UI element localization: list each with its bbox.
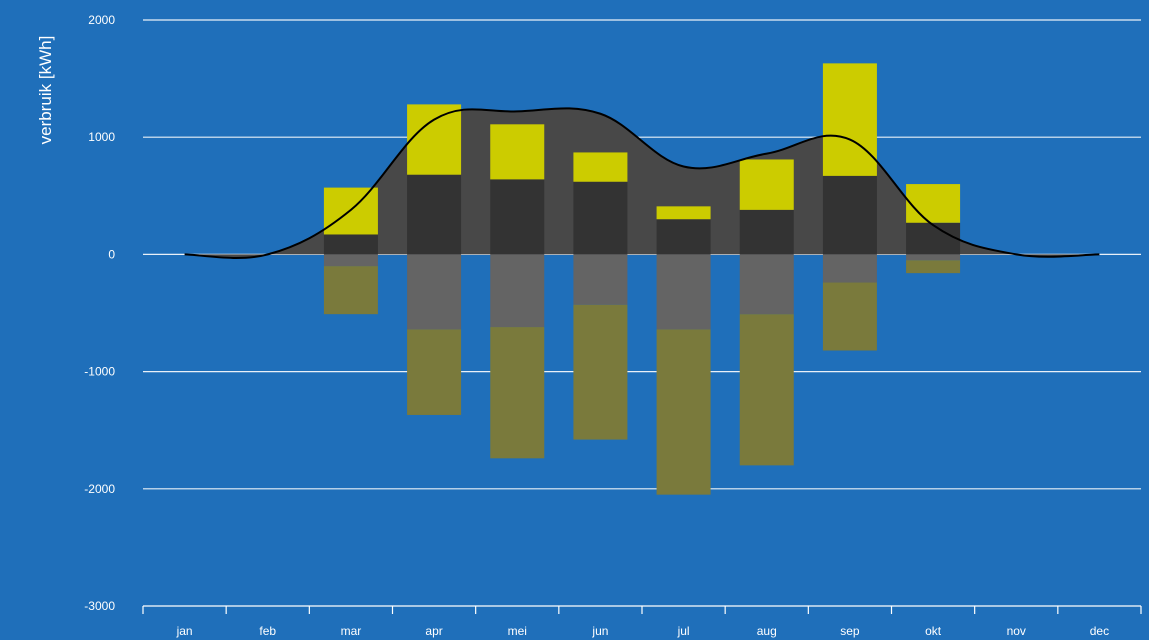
bar-dark-okt <box>906 222 961 255</box>
bar-grey-jul <box>656 254 711 330</box>
bars <box>323 63 961 495</box>
x-tick-label-dec: dec <box>1090 624 1109 638</box>
bar-yellow-okt <box>906 184 961 223</box>
bar-yellow-jul <box>656 206 711 220</box>
bar-grey-mar <box>323 254 378 267</box>
bar-olive-mar <box>323 266 378 315</box>
bar-olive-jul <box>656 329 711 495</box>
bar-dark-jul <box>656 219 711 255</box>
x-axis: jan feb mar apr mei jun jul aug sep okt nov dec <box>142 605 1142 638</box>
bar-dark-sep <box>822 175 877 255</box>
bar-dark-jun <box>573 181 628 255</box>
bar-yellow-mei <box>490 124 545 180</box>
x-tick-label-aug: aug <box>757 624 777 638</box>
x-tick-label-nov: nov <box>1007 624 1026 638</box>
bar-dark-mei <box>490 179 545 255</box>
bar-grey-sep <box>822 254 877 283</box>
x-tick-label-mei: mei <box>508 624 527 638</box>
x-tick-label-sep: sep <box>840 624 860 638</box>
bar-yellow-apr <box>407 104 462 175</box>
bar-dark-aug <box>739 209 794 255</box>
bar-yellow-jun <box>573 152 628 182</box>
y-axis-title: verbruik [kWh] <box>36 36 55 145</box>
bar-grey-mei <box>490 254 545 328</box>
y-tick-label: -3000 <box>84 599 115 613</box>
y-tick-label: 2000 <box>88 13 115 27</box>
bar-yellow-aug <box>739 159 794 210</box>
bar-grey-apr <box>407 254 462 330</box>
x-tick-label-apr: apr <box>425 624 442 638</box>
x-tick-label-feb: feb <box>259 624 276 638</box>
x-tick-label-jan: jan <box>176 624 193 638</box>
bar-dark-mar <box>323 234 378 255</box>
x-tick-label-jul: jul <box>677 624 690 638</box>
bar-olive-sep <box>822 282 877 351</box>
x-tick-label-jun: jun <box>591 624 608 638</box>
bar-olive-mei <box>490 327 545 459</box>
x-tick-label-okt: okt <box>925 624 942 638</box>
bar-olive-aug <box>739 314 794 466</box>
y-tick-label: -2000 <box>84 482 115 496</box>
bar-olive-okt <box>906 260 961 274</box>
y-axis-tick-labels: 2000 1000 0 -1000 -2000 -3000 <box>84 13 115 613</box>
bar-grey-jun <box>573 254 628 305</box>
bar-dark-apr <box>407 174 462 255</box>
bar-grey-okt <box>906 254 961 261</box>
y-tick-label: -1000 <box>84 365 115 379</box>
bar-olive-jun <box>573 304 628 440</box>
x-tick-label-mar: mar <box>341 624 362 638</box>
bar-yellow-sep <box>822 63 877 176</box>
bar-grey-aug <box>739 254 794 315</box>
consumption-area <box>184 108 1100 258</box>
consumption-line <box>184 107 1100 259</box>
bar-olive-apr <box>407 329 462 415</box>
y-tick-label: 1000 <box>88 130 115 144</box>
y-tick-label: 0 <box>108 247 115 261</box>
